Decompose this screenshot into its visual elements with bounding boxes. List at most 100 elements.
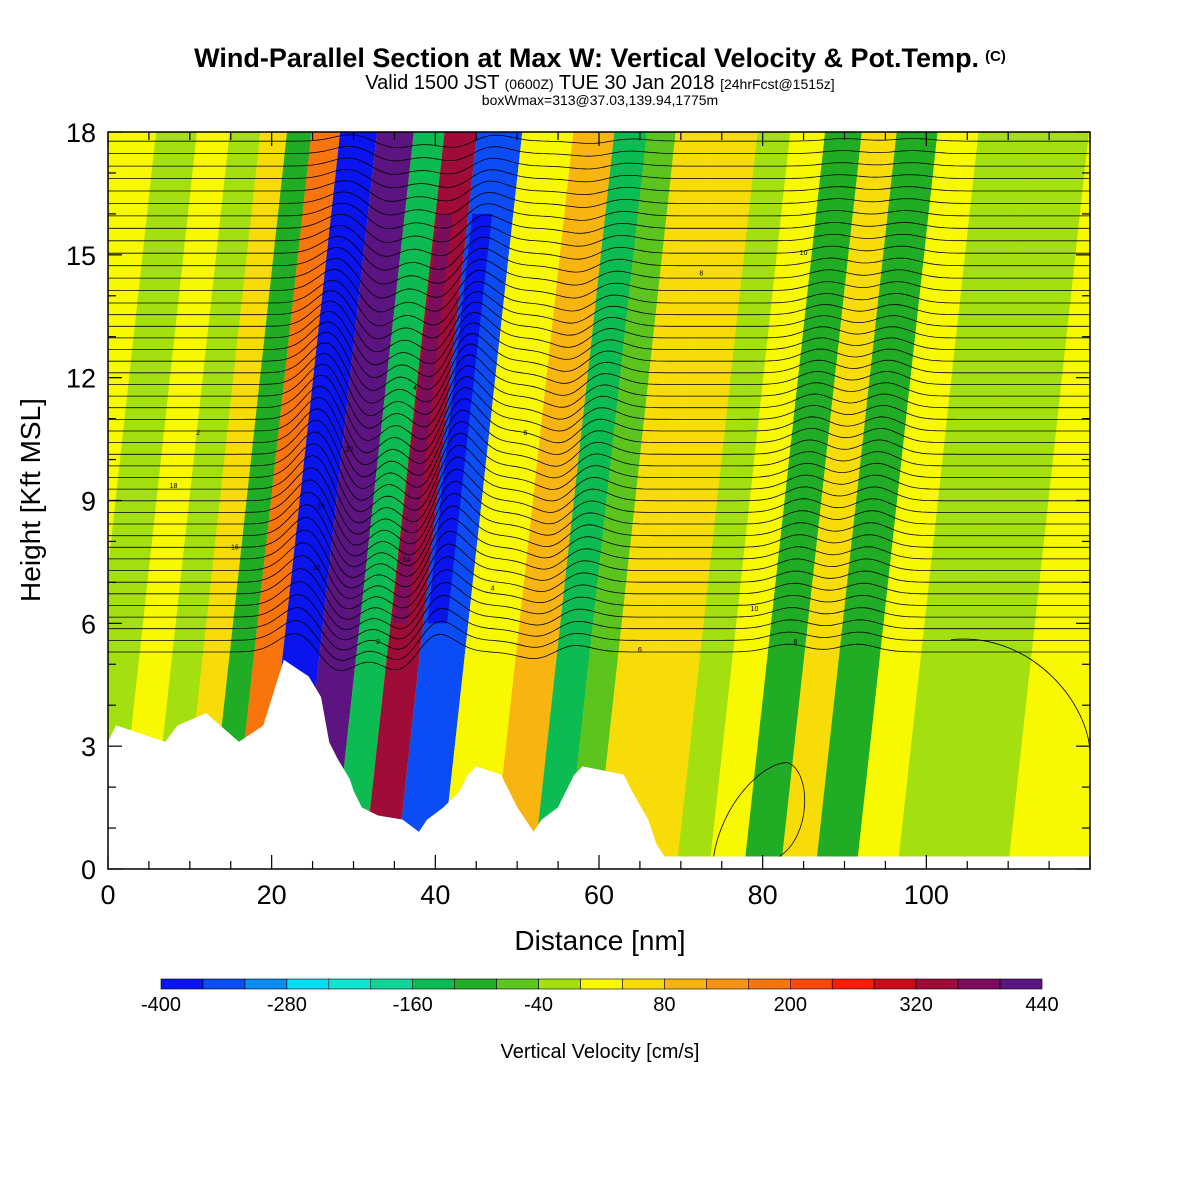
theta-contour <box>108 213 1090 243</box>
theta-contour <box>108 352 1090 417</box>
colorbar-swatch <box>454 978 497 990</box>
valid-date: TUE 30 Jan 2018 <box>558 72 715 94</box>
theta-label: 20 <box>317 504 325 511</box>
theta-contour <box>108 224 1090 257</box>
x-tick-label: 60 <box>584 880 614 910</box>
colorbar-tick-label: 80 <box>653 994 675 1016</box>
theta-contour <box>108 431 1090 501</box>
colorbar-tick-label: -160 <box>393 994 433 1016</box>
theta-contour <box>108 467 1090 535</box>
axes: 0 20 40 60 80 100 0 3 6 9 12 15 18 <box>66 118 1091 910</box>
theta-contour <box>108 504 1090 568</box>
velocity-core <box>330 213 393 624</box>
theta-contour <box>108 321 1090 379</box>
colorbar-swatch <box>580 978 623 990</box>
y-tick-label: 12 <box>66 364 96 394</box>
y-tick-label: 6 <box>81 609 96 639</box>
theta-label: 14 <box>403 557 411 564</box>
theta-label: 2 <box>376 639 380 646</box>
theta-contour <box>108 633 1090 672</box>
x-tick-label: 40 <box>420 880 450 910</box>
velocity-core <box>289 213 352 624</box>
theta-contour <box>108 479 1090 546</box>
theta-contour <box>108 157 1090 175</box>
chart-title-text: Wind-Parallel Section at Max W: Vertical… <box>194 43 980 73</box>
theta-label: 22 <box>346 446 354 453</box>
colorbar-swatch <box>706 978 749 990</box>
theta-contour <box>108 594 1090 641</box>
colorbar-swatch <box>622 978 665 990</box>
colorbar-swatch <box>160 978 204 990</box>
theta-contour <box>108 342 1090 404</box>
colorbar-swatch <box>748 978 791 990</box>
theta-contour <box>108 555 1090 610</box>
velocity-band <box>709 132 826 869</box>
theta-label: 12 <box>313 565 321 572</box>
x-tick-label: 20 <box>257 880 287 910</box>
y-tick-label: 3 <box>81 732 96 762</box>
colorbar-tick-label: -400 <box>141 994 181 1016</box>
colorbar-swatch <box>873 978 917 990</box>
theta-contour <box>108 385 1090 454</box>
theta-contour <box>108 235 1090 271</box>
theta-contour <box>108 491 1090 557</box>
theta-contour <box>108 202 1090 230</box>
y-tick-label: 15 <box>66 241 96 271</box>
chart-subtitle: Valid 1500 JST (0600Z) TUE 30 Jan 2018 [… <box>0 72 1200 95</box>
y-tick-label: 18 <box>66 118 96 148</box>
theta-label: 2 <box>196 430 200 437</box>
velocity-core <box>393 213 453 624</box>
theta-contour <box>108 257 1090 299</box>
valid-utc: (0600Z) <box>504 76 554 92</box>
theta-contour <box>108 408 1090 478</box>
theta-contour <box>108 268 1090 313</box>
theta-label: 8 <box>793 639 797 646</box>
velocity-band <box>332 132 445 869</box>
colorbar-swatch <box>202 978 246 990</box>
colorbar-tick-label: -280 <box>267 994 307 1016</box>
colorbar-tick-label: -40 <box>524 994 553 1016</box>
theta-contour <box>108 607 1090 651</box>
theta-contour <box>108 180 1090 202</box>
colorbar-swatch <box>831 978 875 990</box>
chart-title-unit: (C) <box>985 48 1006 65</box>
theta-label: 6 <box>523 430 527 437</box>
x-tick-label: 100 <box>904 880 949 910</box>
theta-contour <box>108 620 1090 661</box>
box-info: boxWmax=313@37.03,139.94,1775m <box>481 92 719 108</box>
theta-contour <box>108 397 1090 466</box>
colorbar-swatch <box>496 978 539 990</box>
colorbar: -400 -280 -160 -40 80 200 320 440 <box>141 978 1059 1016</box>
theta-contour <box>108 419 1090 490</box>
colorbar-swatch <box>664 978 707 990</box>
colorbar-swatch <box>286 978 330 990</box>
theta-label: 6 <box>638 647 642 654</box>
colorbar-swatch <box>915 978 959 990</box>
theta-contour <box>108 363 1090 429</box>
theta-label: 4 <box>413 385 417 392</box>
theta-contour <box>108 455 1090 524</box>
velocity-band <box>780 132 897 869</box>
theta-label: 8 <box>699 270 703 277</box>
theta-contour <box>108 191 1090 216</box>
theta-label: 10 <box>800 250 808 257</box>
theta-contour <box>108 300 1090 353</box>
terrain <box>108 659 1090 869</box>
velocity-core <box>427 213 493 624</box>
theta-contour <box>108 374 1090 441</box>
theta-label: 10 <box>751 606 759 613</box>
terrain-mask <box>108 659 1090 869</box>
x-axis-label: Distance [nm] <box>514 925 685 956</box>
colorbar-swatch <box>328 978 372 990</box>
theta-contour <box>108 542 1090 600</box>
chart-title: Wind-Parallel Section at Max W: Vertical… <box>0 43 1200 74</box>
theta-contour <box>713 762 806 858</box>
velocity-band <box>856 132 979 869</box>
valid-fcst: [24hrFcst@1515z] <box>720 76 835 92</box>
theta-contour <box>108 331 1090 391</box>
colorbar-tick-label: 320 <box>899 994 932 1016</box>
colorbar-swatch <box>370 978 414 990</box>
velocity-band <box>533 132 648 869</box>
